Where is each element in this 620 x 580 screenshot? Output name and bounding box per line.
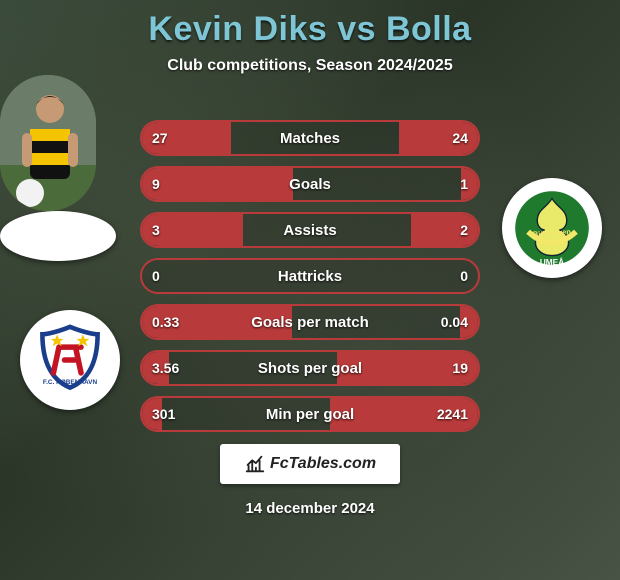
stat-label: Min per goal <box>142 398 478 430</box>
player-photo-right-placeholder <box>0 211 116 261</box>
stat-label: Assists <box>142 214 478 246</box>
stat-row: 3.5619Shots per goal <box>140 350 480 386</box>
svg-text:UMEÅ: UMEÅ <box>540 257 564 267</box>
stat-row: 91Goals <box>140 166 480 202</box>
club-badge-left: F.C. KØBENHAVN <box>20 310 120 410</box>
date-text: 14 december 2024 <box>0 500 620 517</box>
infographic-container: Kevin Diks vs Bolla Club competitions, S… <box>0 0 620 580</box>
page-title: Kevin Diks vs Bolla <box>0 0 620 49</box>
stat-row: 3012241Min per goal <box>140 396 480 432</box>
stat-row: 2724Matches <box>140 120 480 156</box>
chart-icon <box>244 453 266 475</box>
subtitle: Club competitions, Season 2024/2025 <box>0 57 620 75</box>
stat-row: 32Assists <box>140 212 480 248</box>
fctables-label: FcTables.com <box>270 455 376 473</box>
svg-text:F.C. KØBENHAVN: F.C. KØBENHAVN <box>43 379 98 386</box>
fctables-badge: FcTables.com <box>220 444 400 484</box>
stat-label: Goals <box>142 168 478 200</box>
stat-label: Hattricks <box>142 260 478 292</box>
club-badge-right: Björklöven UMEÅ <box>502 178 602 278</box>
stat-label: Goals per match <box>142 306 478 338</box>
stat-label: Matches <box>142 122 478 154</box>
stat-label: Shots per goal <box>142 352 478 384</box>
stats-panel: 2724Matches 91Goals 32Assists 00Hattricks 0.… <box>140 120 480 442</box>
stat-row: 0.330.04Goals per match <box>140 304 480 340</box>
stat-row: 00Hattricks <box>140 258 480 294</box>
player-photo-left <box>0 75 96 211</box>
